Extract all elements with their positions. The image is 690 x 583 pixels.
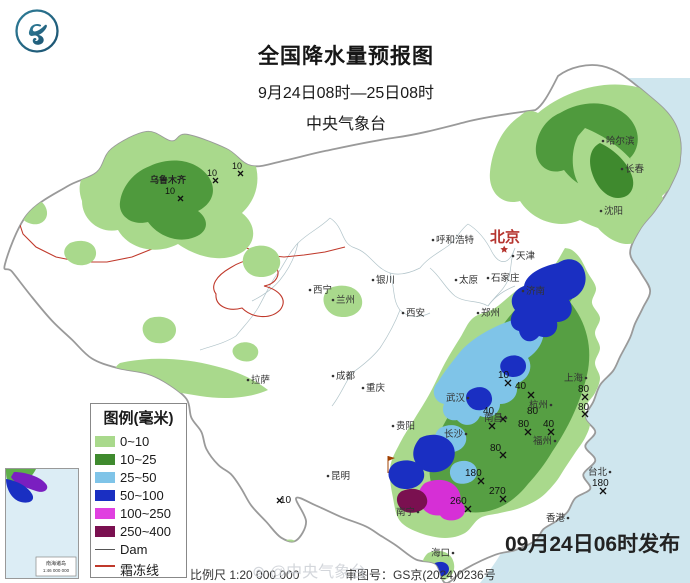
svg-text:南宁: 南宁 [396, 506, 415, 518]
svg-text:270: 270 [489, 486, 506, 497]
svg-text:北京: 北京 [490, 228, 520, 246]
svg-text:西安: 西安 [406, 307, 425, 319]
svg-text:哈尔滨: 哈尔滨 [606, 135, 635, 147]
svg-text:香港: 香港 [546, 512, 566, 524]
svg-text:10: 10 [207, 168, 217, 178]
svg-text:沈阳: 沈阳 [604, 205, 623, 217]
svg-text:长春: 长春 [625, 163, 645, 175]
svg-text:80: 80 [518, 419, 530, 430]
svg-text:上海: 上海 [564, 372, 584, 384]
svg-text:40: 40 [515, 381, 527, 392]
svg-text:西宁: 西宁 [313, 284, 332, 296]
svg-text:石家庄: 石家庄 [491, 272, 520, 284]
svg-text:济南: 济南 [526, 285, 545, 297]
svg-text:海口: 海口 [431, 547, 450, 559]
svg-text:贵阳: 贵阳 [396, 420, 415, 432]
svg-text:10: 10 [498, 370, 510, 381]
svg-text:太原: 太原 [459, 274, 478, 286]
svg-text:260: 260 [450, 496, 467, 507]
svg-text:1:46 000 000: 1:46 000 000 [43, 568, 70, 573]
svg-text:台北: 台北 [588, 466, 608, 478]
svg-text:昆明: 昆明 [331, 471, 350, 482]
svg-text:天津: 天津 [516, 251, 536, 262]
svg-text:重庆: 重庆 [366, 382, 386, 394]
svg-text:10: 10 [165, 186, 175, 196]
svg-text:180: 180 [592, 478, 609, 489]
svg-text:80: 80 [578, 384, 590, 395]
svg-text:福州: 福州 [533, 435, 552, 447]
svg-text:武汉: 武汉 [446, 392, 466, 404]
svg-text:长沙: 长沙 [444, 428, 464, 440]
svg-text:呼和浩特: 呼和浩特 [436, 234, 475, 246]
svg-text:兰州: 兰州 [336, 294, 355, 306]
svg-text:南海诸岛: 南海诸岛 [46, 560, 66, 567]
svg-text:10: 10 [232, 161, 242, 171]
svg-text:80: 80 [578, 402, 590, 413]
svg-text:180: 180 [465, 468, 482, 479]
svg-text:成都: 成都 [336, 370, 356, 382]
svg-text:80: 80 [490, 443, 502, 454]
svg-text:乌鲁木齐: 乌鲁木齐 [150, 174, 187, 185]
svg-text:银川: 银川 [376, 274, 395, 286]
svg-text:10: 10 [280, 495, 292, 506]
svg-text:40: 40 [543, 419, 555, 430]
svg-text:拉萨: 拉萨 [251, 374, 271, 386]
svg-text:郑州: 郑州 [481, 307, 500, 319]
svg-text:杭州: 杭州 [529, 399, 548, 411]
svg-text:南昌: 南昌 [484, 412, 503, 424]
